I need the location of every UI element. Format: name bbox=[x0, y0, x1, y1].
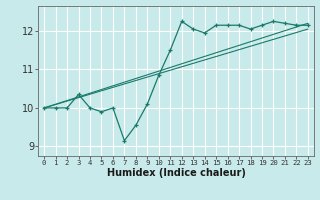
X-axis label: Humidex (Indice chaleur): Humidex (Indice chaleur) bbox=[107, 168, 245, 178]
